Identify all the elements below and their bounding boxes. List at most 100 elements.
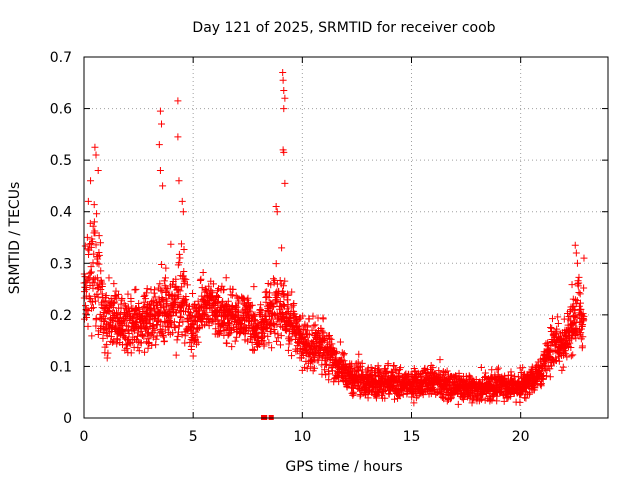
data-point xyxy=(192,328,200,336)
data-point xyxy=(281,277,289,285)
data-point xyxy=(162,264,170,272)
data-point xyxy=(467,374,475,382)
data-point xyxy=(180,267,188,275)
data-point xyxy=(89,222,97,230)
x-tick-label: 20 xyxy=(512,429,530,445)
data-point xyxy=(84,322,92,330)
data-point xyxy=(159,182,167,190)
data-point xyxy=(579,333,587,341)
data-point xyxy=(178,283,186,291)
data-point xyxy=(522,394,530,402)
data-point xyxy=(274,291,282,299)
data-point xyxy=(269,319,277,327)
data-point xyxy=(137,339,145,347)
data-point xyxy=(182,292,190,300)
data-point xyxy=(558,366,566,374)
data-point xyxy=(177,314,185,322)
data-point xyxy=(383,367,391,375)
data-point xyxy=(174,97,182,105)
data-point xyxy=(135,347,143,355)
data-point xyxy=(104,307,112,315)
data-point xyxy=(357,362,365,370)
data-point xyxy=(158,261,166,269)
data-point xyxy=(104,349,112,357)
data-point xyxy=(397,364,405,372)
data-point xyxy=(92,297,100,305)
data-point xyxy=(273,208,281,216)
data-point xyxy=(569,351,577,359)
data-point xyxy=(83,233,91,241)
data-point xyxy=(133,332,141,340)
data-point xyxy=(494,364,502,372)
data-point xyxy=(272,203,280,211)
data-point xyxy=(251,317,259,325)
data-point xyxy=(132,285,140,293)
data-point xyxy=(278,244,286,252)
data-point xyxy=(171,324,179,332)
data-point xyxy=(288,288,296,296)
data-point xyxy=(144,335,152,343)
data-point xyxy=(103,332,111,340)
data-point xyxy=(209,280,217,288)
data-point xyxy=(276,341,284,349)
data-point xyxy=(322,371,330,379)
data-point xyxy=(246,308,254,316)
data-point xyxy=(160,333,168,341)
data-point xyxy=(285,340,293,348)
data-point xyxy=(102,291,110,299)
data-point xyxy=(257,301,265,309)
data-point xyxy=(326,334,334,342)
data-point xyxy=(92,151,100,159)
data-point xyxy=(134,344,142,352)
data-point xyxy=(323,361,331,369)
data-point xyxy=(575,289,583,297)
data-point xyxy=(519,364,527,372)
data-point xyxy=(284,291,292,299)
data-point xyxy=(575,273,583,281)
data-point xyxy=(311,364,319,372)
data-point xyxy=(264,332,272,340)
data-point xyxy=(303,365,311,373)
data-point xyxy=(94,253,102,261)
data-point xyxy=(438,393,446,401)
data-point xyxy=(89,259,97,267)
data-point xyxy=(84,245,92,253)
data-point xyxy=(119,316,127,324)
y-tick-label: 0.5 xyxy=(50,153,72,169)
data-point xyxy=(233,333,241,341)
data-point xyxy=(93,274,101,282)
data-point xyxy=(91,143,99,151)
data-point xyxy=(501,375,509,383)
data-point xyxy=(269,303,277,311)
data-point xyxy=(172,275,180,283)
data-point xyxy=(225,330,233,338)
data-point xyxy=(572,334,580,342)
data-series-srmtid xyxy=(80,68,588,420)
data-point xyxy=(174,293,182,301)
data-point xyxy=(288,352,296,360)
y-tick-label: 0.4 xyxy=(50,205,72,221)
data-point xyxy=(173,309,181,317)
data-point xyxy=(176,318,184,326)
data-point xyxy=(162,284,170,292)
data-point xyxy=(311,321,319,329)
data-point xyxy=(175,177,183,185)
data-point xyxy=(548,362,556,370)
data-point xyxy=(321,366,329,374)
data-point xyxy=(305,315,313,323)
data-point xyxy=(281,179,289,187)
data-point xyxy=(279,282,287,290)
data-point xyxy=(529,369,537,377)
data-point xyxy=(156,280,164,288)
data-point xyxy=(117,310,125,318)
data-point xyxy=(280,87,288,95)
data-point xyxy=(163,297,171,305)
data-point xyxy=(567,343,575,351)
data-point xyxy=(369,387,377,395)
y-tick-label: 0.3 xyxy=(50,256,72,272)
data-point xyxy=(328,340,336,348)
data-point xyxy=(262,298,270,306)
data-point xyxy=(477,363,485,371)
data-point xyxy=(106,307,114,315)
data-point xyxy=(356,392,364,400)
